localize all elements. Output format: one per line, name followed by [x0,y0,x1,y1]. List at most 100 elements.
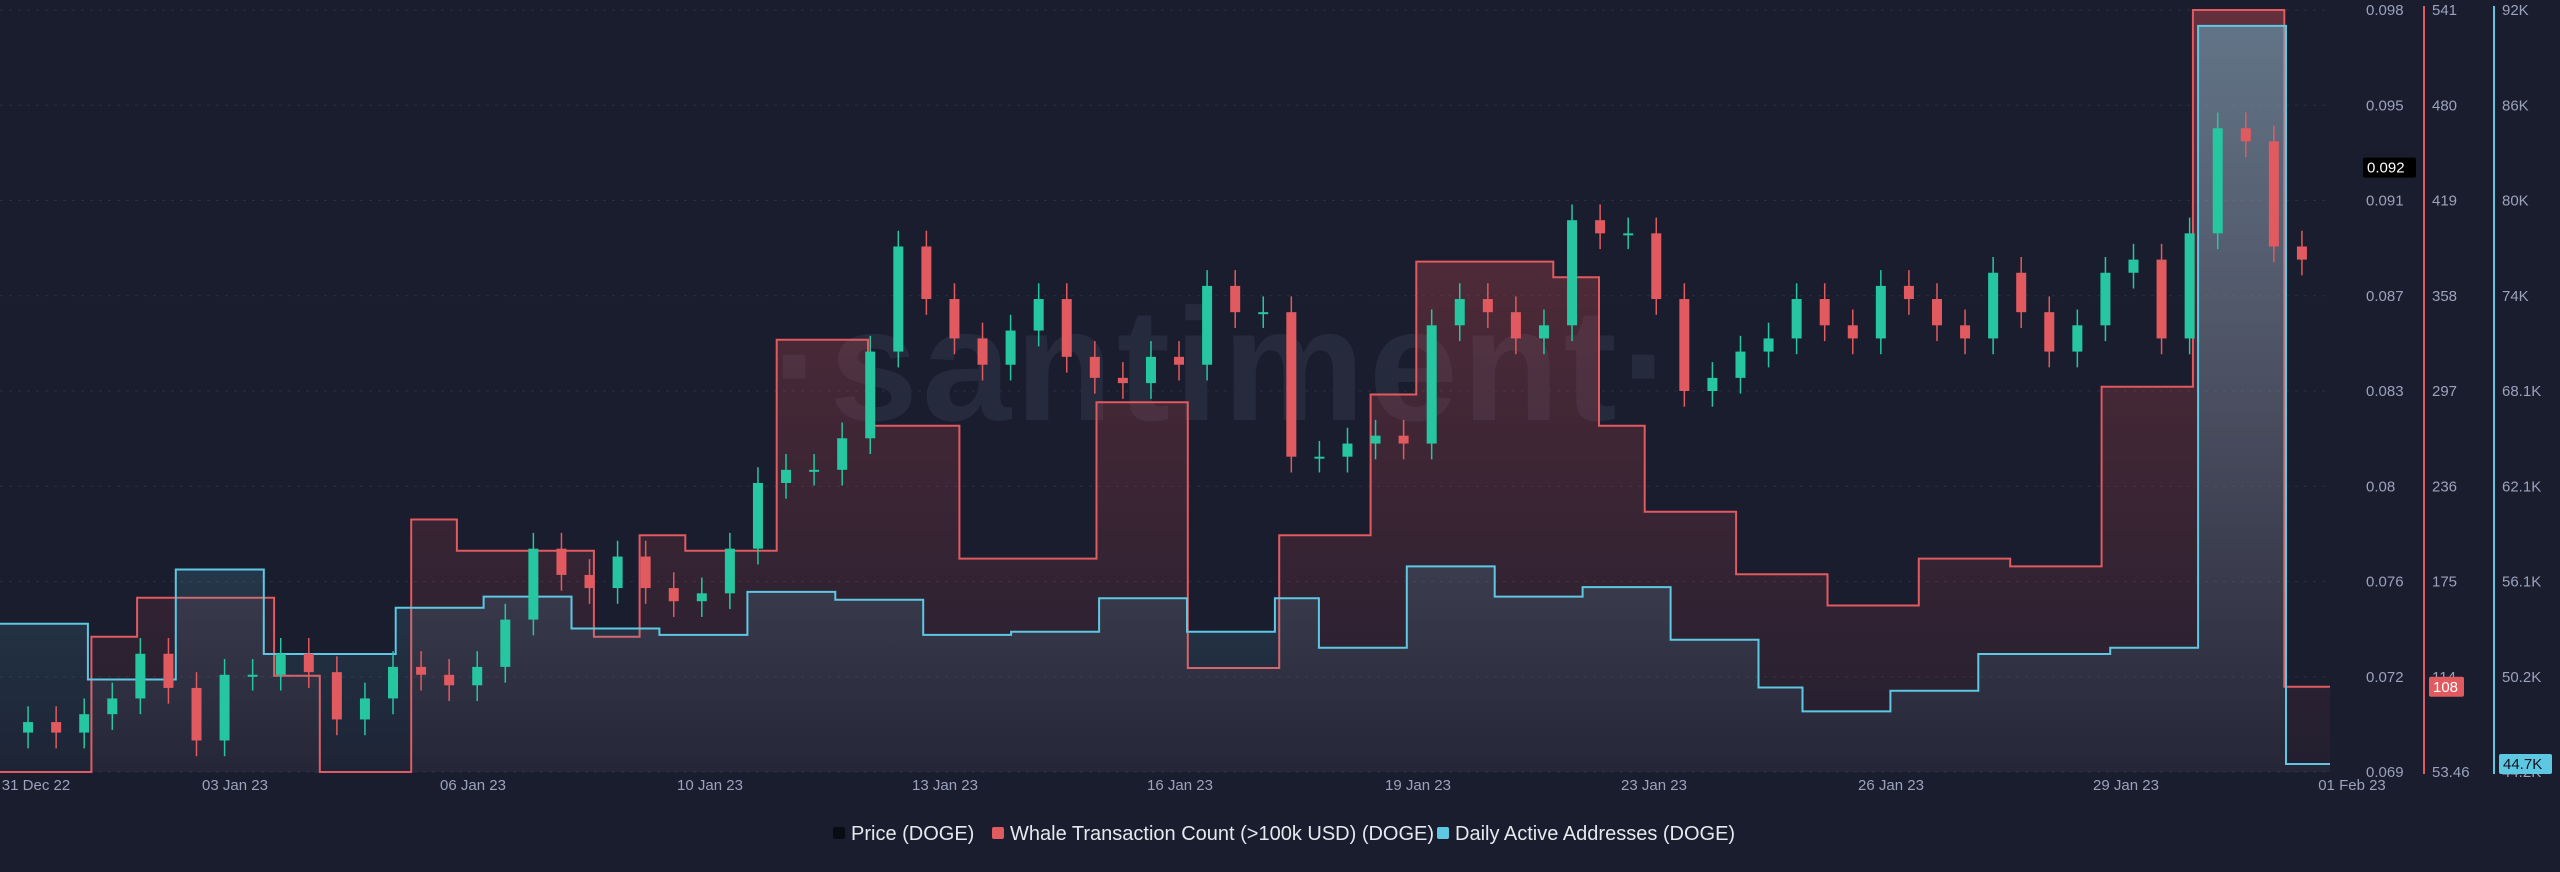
candle [1538,309,1549,355]
candle-body [388,666,399,699]
candle-body [1117,377,1128,384]
candle-body [416,666,427,675]
price-axis-tick-label: 0.095 [2366,97,2404,114]
candle-body [837,438,848,470]
candle [219,659,230,757]
candle [1595,204,1606,250]
legend-item[interactable]: Daily Active Addresses (DOGE) [1437,823,1735,845]
candle-body [1370,435,1381,444]
whale-axis-tick-label: 236 [2432,478,2457,495]
candle-body [1847,325,1858,339]
candle [79,698,90,749]
candle-body [584,574,595,589]
candle-body [2016,272,2027,313]
candle-body [1033,299,1044,331]
candle [2156,243,2167,355]
candle-body [865,351,876,439]
whale-axis-tick-label: 175 [2432,574,2457,591]
candle-body [1230,285,1241,313]
daa-current-badge [2499,754,2552,775]
candle-body [303,653,314,673]
x-tick-label: 19 Jan 23 [1385,777,1451,794]
legend-label: Price (DOGE) [851,823,974,845]
candle [1707,362,1718,407]
candle-body [1061,299,1072,357]
x-tick-label: 23 Jan 23 [1621,777,1687,794]
candle [1286,296,1297,473]
daa-axis-tick-label: 62.1K [2502,478,2541,495]
candle [1510,296,1521,355]
x-tick-label: 26 Jan 23 [1858,777,1924,794]
candle-body [1005,330,1016,365]
candle-body [1089,356,1100,378]
candle [640,540,651,604]
candle-body [977,338,988,365]
candle [1735,335,1746,394]
legend-item[interactable]: Whale Transaction Count (>100k USD) (DOG… [992,823,1434,845]
candle [1819,283,1830,342]
candle-body [1791,299,1802,339]
candle [1903,270,1914,315]
candle [275,637,286,691]
candle-body [163,653,174,688]
candle [1567,204,1578,342]
price-candles [23,112,2307,757]
candle-body [2044,312,2055,352]
candle-body [1651,233,1662,300]
price-axis-tick-label: 0.076 [2366,574,2404,591]
price-axis-tick-label: 0.08 [2366,478,2395,495]
candle-body [331,672,342,720]
candle [416,651,427,691]
x-tick-label: 06 Jan 23 [440,777,506,794]
whale-axis-tick-label: 297 [2432,383,2457,400]
daa-current-value: 44.7K [2503,756,2542,773]
legend-item[interactable]: Price (DOGE) [833,823,974,845]
candle [2072,309,2083,368]
x-tick-label: 31 Dec 22 [2,777,70,794]
x-tick-label: 01 Feb 23 [2318,777,2386,794]
x-tick-label: 03 Jan 23 [202,777,268,794]
daa-line [0,24,2330,765]
candle [1089,341,1100,394]
candle-body [247,674,258,677]
candle [2184,217,2195,355]
candle-body [2156,259,2167,339]
candle-body [1903,285,1914,300]
candle [668,572,679,617]
candle [1426,309,1437,460]
candle-body [135,653,146,699]
candle [528,532,539,636]
x-axis-ticks: 31 Dec 22 03 Jan 23 06 Jan 23 10 Jan 23 13 J… [2,777,2386,794]
candle-body [1819,299,1830,326]
candle [1847,309,1858,355]
candle-body [472,666,483,686]
candle-body [2212,128,2223,234]
whale-axis-tick-label: 541 [2432,2,2457,19]
whale-current-value: 108 [2433,679,2458,696]
candle-body [1707,377,1718,391]
candle-body [528,548,539,620]
axes-layer: 0.098 0.095 0.091 0.087 0.083 0.08 0.076 0.072 0… [2363,2,2552,781]
x-tick-label: 10 Jan 23 [677,777,743,794]
candle [893,230,904,368]
whale-axis-tick-label: 480 [2432,97,2457,114]
candle-body [2240,128,2251,142]
candle-body [1595,220,1606,234]
candle [388,651,399,715]
candle-body [1145,356,1156,384]
whale-axis-tick-label: 419 [2432,193,2457,210]
daa-axis-tick-label: 68.1K [2502,383,2541,400]
candle [2240,112,2251,158]
candle [1931,283,1942,342]
candle [51,706,62,749]
legend-swatch [833,827,845,839]
legend-label: Whale Transaction Count (>100k USD) (DOG… [1010,823,1434,845]
candle [444,659,455,702]
candle-body [1510,312,1521,339]
candle [1791,283,1802,355]
candle-body [1426,325,1437,444]
x-tick-label: 16 Jan 23 [1147,777,1213,794]
candle [303,637,314,688]
price-current-value: 0.092 [2367,160,2405,177]
